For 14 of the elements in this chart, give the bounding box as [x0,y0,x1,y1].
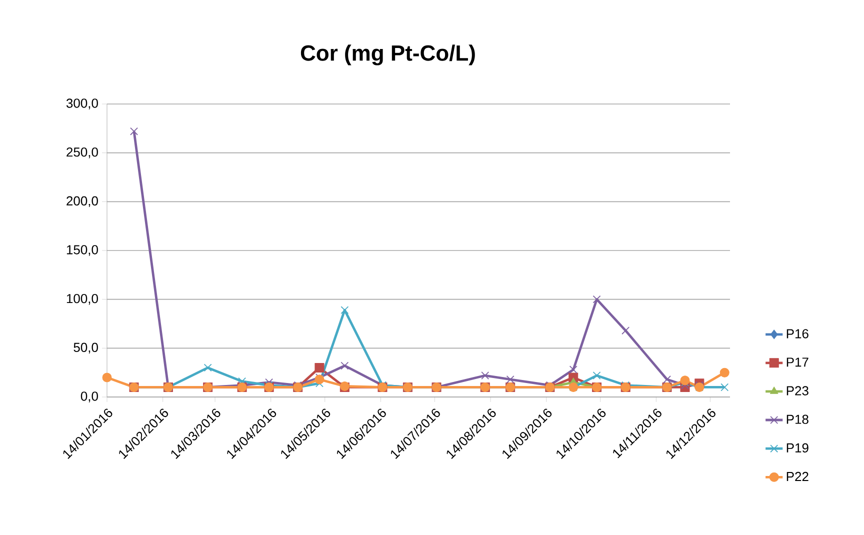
y-tick-label: 250,0 [66,147,98,158]
y-tick-label: 50,0 [74,342,98,354]
chart-title: Cor (mg Pt-Co/L) [300,44,475,66]
legend-label: P23 [786,386,808,396]
y-tick-label: 300,0 [66,98,98,110]
legend-label: P22 [786,472,808,481]
legend-label: P19 [786,443,808,453]
legend-label: P17 [786,358,808,367]
y-tick-label: 100,0 [66,294,98,305]
legend-label: P18 [786,414,808,424]
legend-label: P16 [786,329,808,338]
y-tick-label: 200,0 [66,196,98,208]
y-tick-label: 0,0 [80,392,98,402]
y-tick-label: 150,0 [66,245,98,256]
